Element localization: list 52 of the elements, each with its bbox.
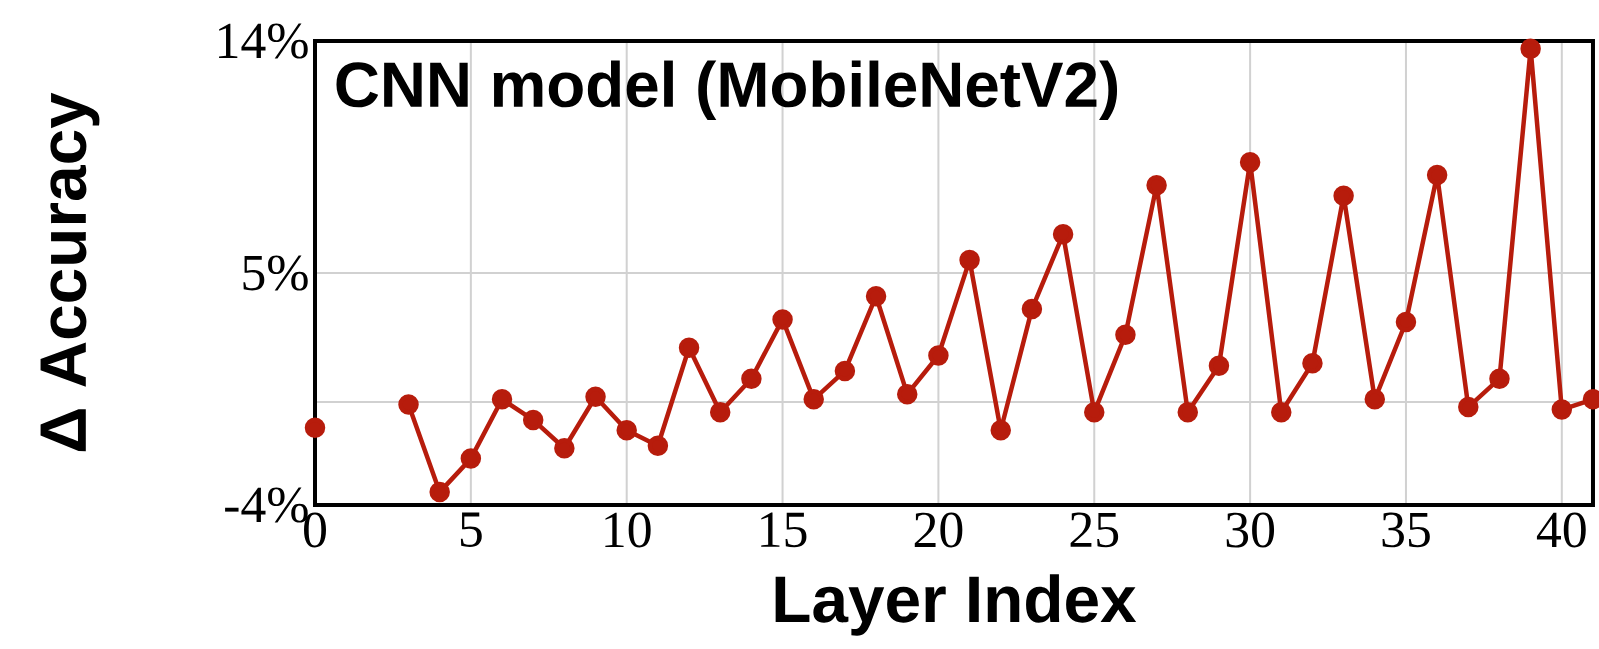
point <box>460 448 482 469</box>
point <box>491 389 513 410</box>
point <box>1489 368 1510 389</box>
point <box>522 409 544 431</box>
y-tick-label: 14% <box>219 23 308 59</box>
x-tick-label: 35 <box>1382 512 1430 548</box>
point <box>928 345 949 366</box>
x-axis-title: Layer Index <box>775 574 1137 636</box>
point <box>1551 399 1573 420</box>
x-tick-label: 15 <box>761 512 807 548</box>
point <box>1084 401 1105 423</box>
x-tick-label: 20 <box>914 512 963 548</box>
point <box>304 417 326 438</box>
point <box>1302 352 1323 374</box>
point <box>1208 355 1230 377</box>
point <box>834 360 856 382</box>
point <box>1271 401 1292 423</box>
point <box>896 383 918 405</box>
x-tick-label: 5 <box>460 512 482 547</box>
point <box>1364 389 1386 410</box>
point <box>709 401 731 423</box>
point <box>429 481 450 503</box>
point <box>959 249 980 271</box>
x-tick-label: 40 <box>1536 512 1586 548</box>
point <box>616 419 637 441</box>
point <box>1052 224 1074 245</box>
point <box>678 337 700 358</box>
point <box>772 309 793 330</box>
point <box>1458 396 1479 418</box>
y-axis-title: Δ Accuracy <box>40 92 100 452</box>
point <box>1021 298 1043 320</box>
x-tick-label: 25 <box>1070 512 1119 548</box>
point <box>741 368 762 389</box>
point <box>865 285 887 307</box>
point <box>585 386 606 407</box>
point <box>1426 164 1448 186</box>
point <box>647 435 669 456</box>
point <box>1177 401 1199 423</box>
point <box>1115 324 1136 346</box>
point <box>1520 38 1541 59</box>
point <box>554 438 575 459</box>
x-tick-label: 10 <box>605 512 651 548</box>
point <box>803 389 824 410</box>
x-tick-label: 30 <box>1226 512 1275 548</box>
point <box>398 394 419 415</box>
point <box>1333 185 1354 206</box>
point <box>990 419 1011 441</box>
point <box>1146 175 1167 196</box>
y-tick-label: 5% <box>243 255 308 291</box>
chart-title: CNN model (MobileNetV2) <box>336 60 1118 120</box>
point <box>1239 151 1261 173</box>
point <box>1395 311 1417 333</box>
